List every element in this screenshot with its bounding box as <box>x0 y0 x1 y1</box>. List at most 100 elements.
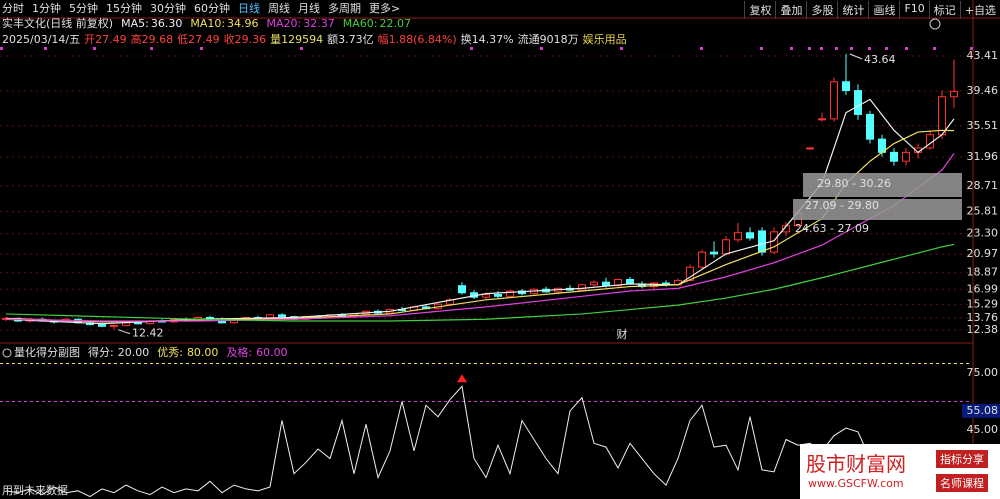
ma-name: MA10: <box>190 17 226 30</box>
info-row: 2025/03/14/五 开27.49 高29.68 低27.49 收29.36 量129… <box>2 33 627 47</box>
candle-body <box>722 239 730 255</box>
y-tick-label: 31.96 <box>967 150 999 163</box>
candle-body <box>938 96 946 136</box>
info-item: 换14.37% <box>460 33 514 46</box>
cursor-box <box>962 403 1000 418</box>
period-tab[interactable]: 60分钟 <box>194 2 230 15</box>
event-dot <box>760 47 763 50</box>
toolbar-button[interactable]: 画线 <box>868 1 899 19</box>
watermark-url: www.GSCFW.com <box>808 477 904 490</box>
candle-body <box>950 90 958 98</box>
legend-value: 80.00 <box>186 346 219 359</box>
legend-name: 及格: <box>226 346 253 359</box>
toolbar-button[interactable]: +自选 <box>959 1 1000 19</box>
candle-body <box>686 266 694 281</box>
period-tab[interactable]: 分时 <box>2 2 24 15</box>
chip-zone-label: 24.63 - 27.09 <box>795 222 869 235</box>
period-tab[interactable]: 5分钟 <box>69 2 98 15</box>
y-tick-label: 23.30 <box>967 227 999 240</box>
watermark-tag: 指标分享 <box>936 450 988 468</box>
period-tab[interactable]: 30分钟 <box>150 2 186 15</box>
y-tick-label: 28.71 <box>967 179 999 192</box>
event-dot <box>835 47 838 50</box>
chip-zone-label: 29.80 - 30.26 <box>817 177 891 190</box>
ma-value: 34.96 <box>227 17 259 30</box>
event-dot <box>44 47 47 50</box>
candle-body <box>590 281 598 286</box>
candle-body <box>866 113 874 140</box>
event-dot <box>905 47 908 50</box>
event-dot <box>93 47 96 50</box>
candle-body <box>602 281 610 287</box>
stock-title: 实丰文化(日线 前复权) <box>2 17 114 30</box>
candle-body <box>278 314 286 318</box>
y-tick-label: 45.00 <box>967 423 999 436</box>
candle-body <box>494 294 502 297</box>
event-dot <box>885 47 888 50</box>
period-tab[interactable]: 更多> <box>369 2 401 15</box>
watermark: 股市财富网 www.GSCFW.com 指标分享 名师课程 <box>800 444 1000 499</box>
toolbar-button[interactable]: 叠加 <box>775 1 806 19</box>
candle-body <box>710 251 718 255</box>
candle-body <box>854 90 862 115</box>
y-tick-label: 18.87 <box>967 266 999 279</box>
event-dot <box>0 47 3 50</box>
peak-marker <box>457 374 467 383</box>
annotation-arrow <box>117 329 131 335</box>
period-tab[interactable]: 日线 <box>238 2 260 15</box>
toolbar-button[interactable]: F10 <box>899 1 928 19</box>
info-item: 娱乐用品 <box>582 33 627 46</box>
y-tick-label: 75.00 <box>967 366 999 379</box>
cursor-value: 55.08 <box>967 404 999 417</box>
candle-body <box>890 151 898 162</box>
toolbar-button[interactable]: 多股 <box>806 1 837 19</box>
event-dot <box>200 47 203 50</box>
candle-body <box>746 232 754 239</box>
y-tick-label: 35.51 <box>967 119 999 132</box>
sub-title: 量化得分副图 <box>14 346 80 359</box>
y-tick-label: 13.76 <box>967 311 999 324</box>
low-label: 12.42 <box>132 327 164 340</box>
ma-value: 32.37 <box>303 17 335 30</box>
period-tab[interactable]: 周线 <box>268 2 290 15</box>
period-tabs: 分时 1分钟 5分钟 15分钟 30分钟 60分钟 日线 周线 月线 多周期 更多> <box>2 2 404 16</box>
chip-zone <box>803 173 962 197</box>
panel-icon <box>2 348 12 358</box>
toolbar-button[interactable]: 统计 <box>837 1 868 19</box>
ma-legend: 实丰文化(日线 前复权) MA5: 36.30 MA10: 34.96 MA20: 32.… <box>2 17 411 31</box>
candle-body <box>818 118 826 121</box>
event-label: 财 <box>617 327 628 341</box>
y-tick-label: 15.29 <box>967 297 999 310</box>
note: 用到未来数据 <box>2 483 68 497</box>
info-item: 低27.49 <box>177 33 220 46</box>
chip-zone-label: 27.09 - 29.80 <box>805 199 879 212</box>
ma-name: MA20: <box>266 17 302 30</box>
candle-body <box>110 324 118 327</box>
candle-body <box>626 279 634 285</box>
candle-body <box>134 322 142 325</box>
legend-name: 优秀: <box>157 346 183 359</box>
watermark-brand: 股市财富网 <box>806 452 906 476</box>
event-dot <box>150 47 153 50</box>
ma-legend-item: MA10: 34.96 <box>190 17 258 31</box>
candle-body <box>506 290 514 297</box>
event-dot <box>470 47 473 50</box>
toolbar-button[interactable]: 标记 <box>928 1 960 19</box>
toolbar-button[interactable]: 复权 <box>744 1 775 19</box>
candle-body <box>458 285 466 294</box>
info-item: 2025/03/14/五 <box>2 33 81 46</box>
event-dot <box>868 47 871 50</box>
period-tab[interactable]: 1分钟 <box>32 2 61 15</box>
event-dot <box>850 47 853 50</box>
candle-body <box>842 81 850 92</box>
candle-body <box>770 231 778 253</box>
period-tab[interactable]: 15分钟 <box>106 2 142 15</box>
toolbar-buttons: 复权 叠加 多股 统计 画线 F10 标记 +自选 <box>744 1 1000 19</box>
period-tab[interactable]: 多周期 <box>328 2 361 15</box>
legend-name: 得分: <box>88 346 114 359</box>
y-tick-label: 43.41 <box>967 49 999 62</box>
chip-zone <box>793 199 962 220</box>
y-tick-label: 12.38 <box>967 323 999 336</box>
period-tab[interactable]: 月线 <box>298 2 320 15</box>
